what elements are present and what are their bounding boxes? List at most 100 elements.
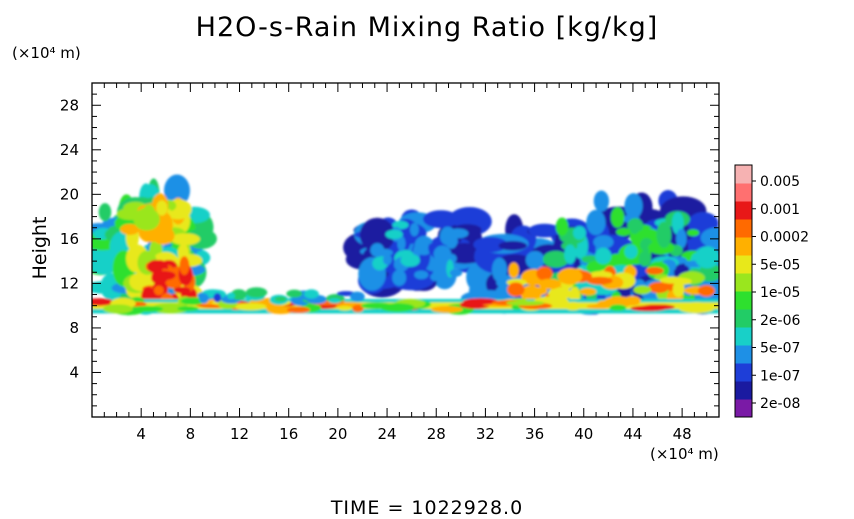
cloud-right-cell [648,281,670,294]
storm-cell-left [120,223,140,235]
colorbar-label: 0.0002 [760,230,809,246]
cloud-middle-cell [370,243,385,258]
cloud-right-cell [491,257,508,283]
colorbar-swatch [735,255,752,274]
rain-band-cell [630,305,667,312]
colorbar-label: 2e-08 [760,396,800,412]
cloud-right-cell [624,193,643,219]
rain-band-cell [352,304,364,313]
cloud-right-cell [525,250,545,270]
rain-band-cell [199,293,209,304]
rain-band-cell [678,302,716,314]
cloud-right-cell [656,221,672,248]
y-tick-label: 24 [60,141,79,159]
cloud-right-cell [586,276,613,285]
cloud-right-cell [697,285,715,297]
cloud-right-cell [542,250,569,268]
rain-band-cell [328,298,341,304]
cloud-right-cell [536,266,553,281]
cloud-right-cell [633,285,652,295]
colorbar-label: 0.001 [760,202,800,218]
y-tick-label: 20 [60,185,79,203]
x-tick-label: 28 [427,425,446,443]
x-tick-label: 12 [230,425,249,443]
cloud-middle-cell [414,270,429,280]
x-tick-label: 16 [279,425,298,443]
x-tick-label: 40 [574,425,593,443]
rain-band-cell [233,302,267,311]
x-axis-unit: (×10⁴ m) [650,445,719,463]
rain-band-cell [431,305,463,313]
cloud-right-cell [528,223,561,238]
colorbar-label: 1e-05 [760,285,800,301]
cloud-right-cell [586,209,606,236]
cloud-right-cell [616,227,631,237]
x-tick-label: 48 [673,425,692,443]
y-axis-unit: (×10⁴ m) [12,44,81,62]
cloud-middle-cell [409,222,419,237]
cloud-right-cell [529,286,548,296]
cloud-right-cell [687,229,700,237]
cloud-middle-cell [433,245,452,263]
rain-band-cell [245,287,268,298]
cloud-right-cell [538,278,562,290]
cloud-right-cell [473,236,508,253]
colorbar-swatch [735,219,752,238]
cloud-right-cell [610,207,625,228]
cloud-right-cell [695,246,719,269]
rain-band-cell [102,304,133,314]
storm-cell-left [147,259,164,274]
storm-cell-left [153,285,164,296]
rain-band-cell [274,296,287,302]
colorbar-swatch [735,345,752,364]
cloud-right-cell [627,218,644,234]
x-tick-label: 4 [136,425,146,443]
x-tick-label: 24 [378,425,397,443]
cloud-middle-cell [382,253,392,266]
x-tick-label: 36 [525,425,544,443]
rain-band-cell [608,304,627,311]
y-tick-label: 28 [60,96,79,114]
colorbar-swatch [735,381,752,400]
cloud-right-cell [573,226,587,240]
cloud-right-cell [498,240,527,251]
storm-cell-left [142,204,156,223]
cloud-middle-cell [430,272,442,282]
storm-cell-left [163,174,191,207]
rain-band-cell [360,302,394,309]
chart-title: H2O-s-Rain Mixing Ratio [kg/kg] [195,12,659,43]
cloud-right-cell [579,287,597,296]
cloud-right-cell [624,244,638,259]
colorbar-swatch [735,183,752,202]
cloud-right-cell [675,228,687,249]
rain-band-cell [564,301,582,311]
rain-band-cell [177,306,199,312]
x-tick-label: 32 [476,425,495,443]
cloud-right-cell [638,251,652,267]
storm-cell-left [173,286,191,294]
cloud-right-cell [557,267,583,285]
cloud-middle-cell [400,254,420,267]
colorbar-label: 2e-06 [760,313,800,329]
colorbar-swatch [735,273,752,292]
cloud-right-cell [645,266,664,275]
rain-band-cell [130,305,164,312]
colorbar-frame [734,164,753,418]
storm-cell-left [170,233,201,246]
rain-band-cell [350,291,365,302]
rain-band-cell [230,289,247,301]
colorbar-swatch [735,309,752,328]
rain-band-cell [506,300,545,306]
colorbar-label: 5e-07 [760,341,800,357]
rain-band-cell [151,303,190,314]
cloud-right-cell [507,282,525,297]
x-tick-label: 20 [328,425,347,443]
rain-band-cell [227,292,236,300]
cloud-middle-cell [417,237,433,246]
storm-cell-left [152,226,175,245]
rain-band-cell [286,306,311,314]
cloud-right-cell [700,227,719,249]
y-tick-label: 4 [69,363,79,381]
colorbar-swatch [735,399,752,418]
